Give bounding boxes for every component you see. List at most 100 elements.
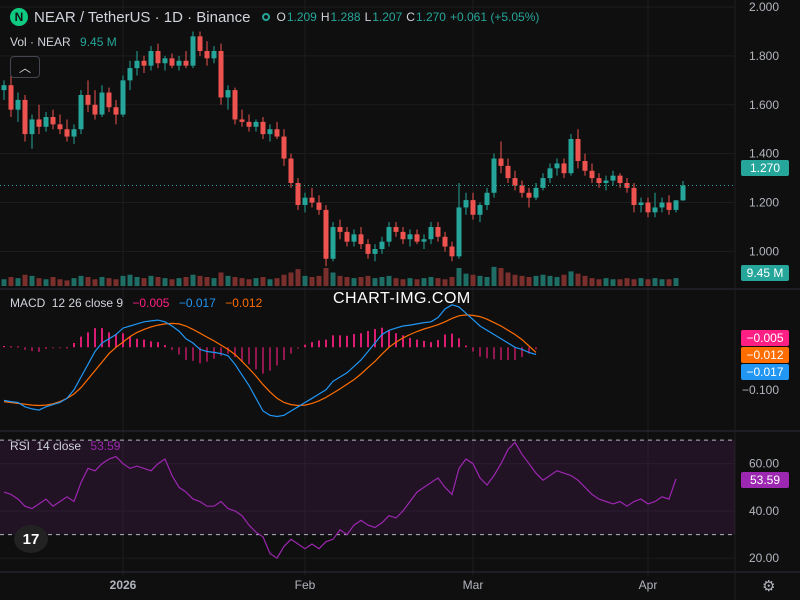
candle-body <box>29 119 35 135</box>
time-axis-label: Apr <box>639 578 658 592</box>
macd-histogram-bar <box>3 345 5 348</box>
volume-bar <box>435 278 441 286</box>
macd-histogram-bar <box>465 345 467 348</box>
macd-histogram-bar <box>122 333 124 348</box>
volume-bar <box>141 278 147 286</box>
volume-bar <box>456 268 462 286</box>
volume-bar <box>253 278 259 286</box>
candle-body <box>15 99 21 110</box>
macd-histogram-bar <box>269 347 271 371</box>
price-axis-label: 1.200 <box>749 196 779 210</box>
candle-body <box>596 178 602 183</box>
candle <box>568 134 574 176</box>
candle-body <box>134 60 140 69</box>
macd-histogram-bar <box>500 347 502 360</box>
candle-body <box>386 227 392 242</box>
candle-body <box>295 183 301 205</box>
price-axis-label: 1.400 <box>749 147 779 161</box>
macd-histogram-bar <box>388 330 390 348</box>
volume-bar <box>162 278 168 286</box>
collapse-legend-button[interactable]: ︿ <box>10 56 40 78</box>
candle-body <box>498 158 504 166</box>
volume-bar <box>407 278 413 286</box>
candle <box>645 197 651 218</box>
candle-body <box>519 185 525 193</box>
macd-histogram-bar <box>528 347 530 354</box>
candle-body <box>323 209 329 259</box>
candle <box>29 114 35 149</box>
candle <box>498 141 504 174</box>
macd-histogram-bar <box>227 347 229 354</box>
tradingview-logo-icon[interactable]: 17 <box>14 525 48 553</box>
macd-histogram-bar <box>332 335 334 348</box>
volume-bar <box>267 279 273 286</box>
candle <box>162 55 168 71</box>
macd-histogram-bar <box>521 347 523 358</box>
volume-label: Vol · NEAR <box>10 35 71 49</box>
candle <box>64 119 70 142</box>
macd-histogram-bar <box>535 347 537 350</box>
candle-body <box>127 68 133 81</box>
macd-histogram-bar <box>395 333 397 348</box>
macd-histogram-bar <box>171 347 173 350</box>
macd-histogram-bar <box>423 340 425 348</box>
volume-bar <box>540 274 546 286</box>
macd-histogram-bar <box>290 347 292 354</box>
candle-body <box>358 234 364 245</box>
candle-body <box>260 121 266 135</box>
macd-histogram-bar <box>108 332 110 348</box>
volume-bar <box>169 279 175 286</box>
volume-bar <box>92 279 98 286</box>
macd-legend: MACD 12 26 close 9 −0.005 −0.017 −0.012 <box>10 296 262 310</box>
symbol-title[interactable]: NEAR / TetherUS · 1D · Binance <box>34 8 251 26</box>
candle-body <box>414 234 420 242</box>
volume-bar <box>638 278 644 286</box>
candle <box>141 55 147 73</box>
settings-gear-icon[interactable]: ⚙ <box>762 578 776 595</box>
candle <box>78 90 84 135</box>
candle-body <box>561 163 567 174</box>
candle-body <box>659 202 665 208</box>
volume-bar <box>190 274 196 286</box>
macd-histogram-bar <box>339 335 341 348</box>
macd-histogram-bar <box>248 347 250 365</box>
candle-body <box>589 170 595 179</box>
candle-body <box>120 80 126 115</box>
candle-body <box>141 60 147 66</box>
macd-histogram-bar <box>318 340 320 348</box>
candle <box>337 219 343 240</box>
volume-bar <box>498 268 504 286</box>
candle-body <box>232 90 238 120</box>
candle <box>85 80 91 113</box>
macd-histogram-bar <box>136 338 138 348</box>
candle-body <box>624 183 630 188</box>
volume-bar <box>659 279 665 286</box>
volume-bar <box>421 278 427 286</box>
volume-bar <box>29 275 35 286</box>
macd-histogram-bar <box>150 341 152 348</box>
price-axis-label: 2.000 <box>749 0 779 14</box>
candle-body <box>442 236 448 247</box>
candle-body <box>274 129 280 137</box>
candle-body <box>57 124 63 130</box>
macd-histogram-bar <box>52 347 54 349</box>
rsi-params: 14 close <box>36 439 82 453</box>
volume-bar <box>127 274 133 286</box>
candle <box>99 85 105 117</box>
macd-label: MACD <box>10 296 46 310</box>
candle <box>155 43 161 69</box>
macd-histogram-bar <box>276 347 278 366</box>
candle-body <box>512 178 518 186</box>
candle <box>582 153 588 176</box>
candle <box>603 175 609 191</box>
candle-body <box>666 202 672 210</box>
candle <box>505 158 511 183</box>
macd-histogram-bar <box>164 345 166 348</box>
volume-bar <box>358 277 364 286</box>
rsi-axis-label: 60.00 <box>749 457 779 471</box>
candle <box>127 60 133 91</box>
volume-tag: 9.45 M <box>741 265 789 281</box>
macd-axis-label: −0.100 <box>742 383 779 397</box>
volume-bar <box>393 278 399 286</box>
